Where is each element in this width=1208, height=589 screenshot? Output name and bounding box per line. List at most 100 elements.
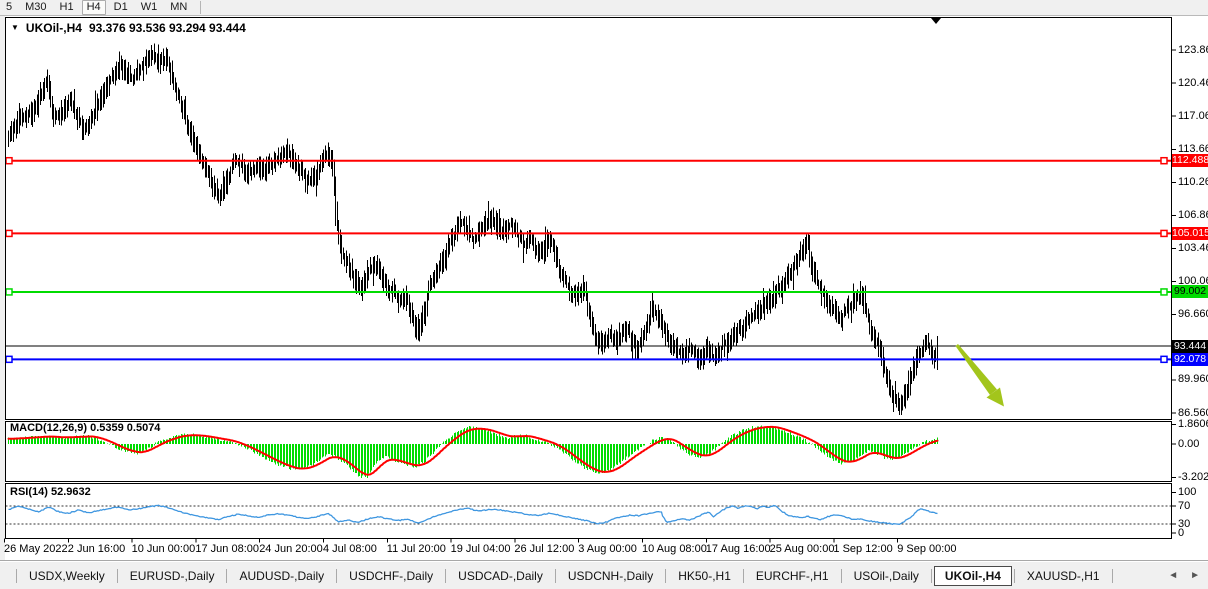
toolbar-divider — [0, 15, 1208, 16]
timeframe-button-mn[interactable]: MN — [170, 1, 188, 13]
tab-separator — [742, 568, 744, 583]
date-label: 17 Aug 16:00 — [705, 543, 771, 555]
date-label: 26 May 2022 — [4, 543, 68, 555]
hline-anchor[interactable] — [5, 355, 13, 364]
macd-tick-label: -3.2023 — [1178, 470, 1208, 483]
date-label: 19 Jul 04:00 — [450, 543, 511, 555]
trend-arrow-shaft[interactable] — [955, 344, 998, 395]
date-label: 3 Aug 00:00 — [578, 543, 637, 555]
timeframe-button-m30[interactable]: M30 — [25, 1, 47, 13]
macd-signal-line — [7, 425, 939, 476]
chart-shift-marker-icon — [931, 18, 941, 24]
tab-separator — [226, 568, 228, 583]
date-label: 10 Aug 08:00 — [642, 543, 707, 555]
chart-tab-eurusd-daily[interactable]: EURUSD-,Daily — [129, 568, 215, 583]
price-tick-label: 117.060 — [1178, 109, 1208, 122]
chart-tab-ukoil-h4[interactable]: UKOil-,H4 — [933, 565, 1012, 586]
tab-separator — [840, 568, 842, 583]
rsi-tick-label: 100 — [1178, 486, 1197, 498]
timeframe-toolbar: 5 M30 H1 H4 D1 W1 MN — [0, 0, 1208, 15]
macd-histogram — [8, 425, 938, 479]
chart-dropdown-icon[interactable]: ▼ — [11, 23, 19, 32]
chart-tab-usdcnh-daily[interactable]: USDCNH-,Daily — [567, 568, 654, 583]
rsi-panel-frame — [5, 483, 1172, 539]
chart-tab-usdx-weekly[interactable]: USDX,Weekly — [29, 568, 105, 583]
price-badge-93-444: 93.444 — [1172, 339, 1208, 353]
price-tick-label: 106.860 — [1178, 208, 1208, 221]
price-tick-label: 113.660 — [1178, 142, 1208, 155]
tabbar-divider-highlight — [0, 561, 1208, 562]
tab-separator — [16, 568, 17, 583]
chart-tab-usdchf-daily[interactable]: USDCHF-,Daily — [349, 568, 434, 583]
tab-scroll-left-icon[interactable]: ◄ — [1168, 570, 1179, 581]
rsi-label: RSI(14) 52.9632 — [10, 486, 91, 498]
date-label: 9 Sep 00:00 — [897, 543, 957, 555]
chart-tabs: USDX,Weekly EURUSD-,Daily AUDUSD-,Daily USD… — [0, 562, 1208, 589]
date-label: 24 Jun 20:00 — [259, 543, 323, 555]
tab-separator — [336, 568, 338, 583]
date-label: 2 Jun 16:00 — [67, 543, 126, 555]
date-label: 26 Jul 12:00 — [514, 543, 575, 555]
tab-scroll-right-icon[interactable]: ► — [1190, 570, 1200, 581]
price-tick-label: 86.560 — [1178, 406, 1208, 419]
rsi-line — [8, 504, 938, 526]
price-tick-label: 103.460 — [1178, 242, 1208, 255]
chart-tab-usoil-daily[interactable]: USOil-,Daily — [853, 568, 919, 583]
price-badge-112-488: 112.488 — [1172, 154, 1208, 168]
rsi-tick-label: 30 — [1178, 517, 1191, 530]
hline-anchor[interactable] — [5, 229, 13, 238]
timeframe-button-h1[interactable]: H1 — [59, 1, 74, 13]
main-chart-frame — [5, 17, 1172, 420]
price-tick-label: 89.960 — [1178, 373, 1208, 386]
tab-separator — [930, 568, 932, 583]
price-tick-label: 123.860 — [1178, 43, 1208, 56]
hline-anchor[interactable] — [1160, 229, 1168, 238]
candlestick-series — [8, 43, 938, 415]
trend-arrow-head-icon[interactable] — [986, 387, 1005, 407]
hline-anchor[interactable] — [1160, 288, 1168, 296]
price-badge-105-015: 105.015 — [1172, 226, 1208, 240]
hline-anchor[interactable] — [1160, 156, 1168, 165]
hline-anchor[interactable] — [5, 288, 13, 296]
date-label: 25 Aug 00:00 — [769, 543, 835, 555]
chart-tab-eurchf-h1[interactable]: EURCHF-,H1 — [755, 568, 829, 583]
price-tick-label: 120.460 — [1178, 76, 1208, 89]
tab-separator — [445, 568, 447, 583]
rsi-tick-label: 70 — [1178, 499, 1191, 512]
tab-separator — [665, 568, 667, 583]
hline-anchor[interactable] — [5, 156, 13, 165]
price-tick-label: 96.660 — [1178, 308, 1208, 321]
window-left-edge — [0, 16, 5, 562]
macd-tick-label: 0.00 — [1178, 437, 1200, 450]
chart-tab-usdcad-daily[interactable]: USDCAD-,Daily — [458, 568, 543, 583]
timeframe-button-5[interactable]: 5 — [6, 1, 13, 13]
price-tick-label: 100.060 — [1178, 275, 1208, 288]
price-badge-99-002: 99.002 — [1172, 285, 1208, 299]
date-label: 4 Jul 08:00 — [323, 543, 377, 555]
date-label: 1 Sep 12:00 — [833, 543, 893, 555]
tab-separator — [1013, 568, 1015, 583]
chart-tab-audusd-daily[interactable]: AUDUSD-,Daily — [239, 568, 325, 583]
price-tick-label: 110.260 — [1178, 175, 1208, 188]
chart-ohlc: 93.376 93.536 93.294 93.444 — [88, 21, 246, 35]
macd-panel-frame — [5, 421, 1172, 482]
chart-tab-hk50-h1[interactable]: HK50-,H1 — [678, 568, 731, 583]
macd-label: MACD(12,26,9) 0.5359 0.5074 — [10, 422, 161, 434]
toolbar-separator — [200, 1, 202, 14]
timeframe-button-d1[interactable]: D1 — [113, 1, 128, 13]
date-label: 10 Jun 00:00 — [131, 543, 196, 555]
tab-separator — [116, 568, 118, 583]
tab-scroll-arrows: ◄ ► — [1168, 570, 1200, 581]
tabbar-divider — [0, 560, 1208, 561]
chart-symbol: UKOil-,H4 — [25, 21, 82, 35]
chart-tab-xauusd-h1[interactable]: XAUUSD-,H1 — [1026, 568, 1100, 583]
date-label: 11 Jul 20:00 — [386, 543, 446, 555]
tab-separator — [554, 568, 556, 583]
chart-title: ▼ UKOil-,H4 93.376 93.536 93.294 93.444 — [11, 21, 246, 35]
rsi-tick-label: 0 — [1178, 526, 1185, 539]
hline-anchor[interactable] — [1160, 355, 1168, 364]
timeframe-button-h4[interactable]: H4 — [81, 0, 106, 15]
price-badge-92-078: 92.078 — [1172, 352, 1208, 366]
timeframe-button-w1[interactable]: W1 — [140, 1, 158, 13]
